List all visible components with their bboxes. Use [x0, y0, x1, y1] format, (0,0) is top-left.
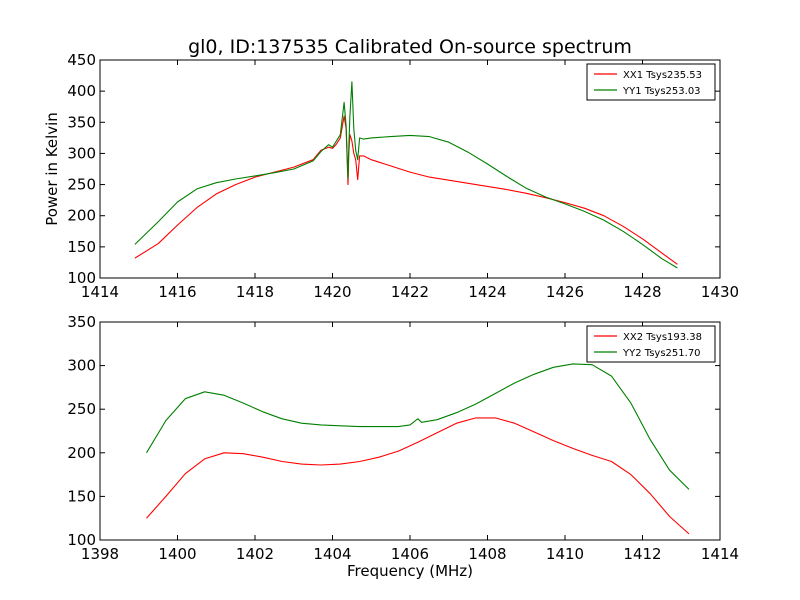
- x-tick-label: 1402: [236, 545, 274, 563]
- series-line-1: [146, 417, 690, 535]
- y-tick-label: 350: [67, 313, 96, 331]
- legend-entry: XX2 Tsys193.38: [623, 332, 702, 343]
- y-tick-label: 250: [67, 176, 96, 194]
- x-tick-label: 1408: [468, 545, 506, 563]
- x-tick-label: 1420: [313, 283, 351, 301]
- legend-box: [586, 63, 716, 101]
- series-line-2: [146, 363, 690, 490]
- y-tick-label: 250: [67, 400, 96, 418]
- legend-entry: YY1 Tsys253.03: [622, 86, 701, 97]
- y-tick-label: 150: [67, 487, 96, 505]
- figure-title: gl0, ID:137535 Calibrated On-source spec…: [188, 36, 632, 58]
- x-tick-label: 1418: [236, 283, 274, 301]
- y-tick-label: 100: [67, 531, 96, 549]
- x-tick-label: 1398: [81, 545, 119, 563]
- x-tick-label: 1414: [701, 545, 739, 563]
- y-tick-label: 200: [67, 444, 96, 462]
- x-tick-label: 1426: [546, 283, 584, 301]
- x-tick-label: 1430: [701, 283, 739, 301]
- legend-box: [586, 325, 716, 363]
- series-line-2: [134, 81, 678, 269]
- y-tick-label: 300: [67, 144, 96, 162]
- y-tick-label: 150: [67, 238, 96, 256]
- x-tick-label: 1416: [158, 283, 196, 301]
- x-tick-label: 1412: [623, 545, 661, 563]
- y-axis-label: Power in Kelvin: [43, 112, 61, 226]
- legend: XX1 Tsys235.53 YY1 Tsys253.03: [586, 63, 716, 101]
- y-tick-label: 100: [67, 269, 96, 287]
- x-tick-label: 1400: [158, 545, 196, 563]
- x-tick-label: 1422: [391, 283, 429, 301]
- x-axis-label: Frequency (MHz): [347, 562, 473, 580]
- x-tick-label: 1414: [81, 283, 119, 301]
- x-tick-label: 1410: [546, 545, 584, 563]
- legend: XX2 Tsys193.38 YY2 Tsys251.70: [586, 325, 716, 363]
- y-tick-label: 200: [67, 207, 96, 225]
- x-tick-label: 1428: [623, 283, 661, 301]
- y-tick-label: 400: [67, 82, 96, 100]
- y-tick-label: 300: [67, 357, 96, 375]
- y-tick-label: 450: [67, 51, 96, 69]
- x-tick-label: 1404: [313, 545, 351, 563]
- legend-entry: YY2 Tsys251.70: [622, 348, 701, 359]
- bottom-plot-panel: 1398 1400 1402 1404 1406 1408 1410 1412 1414 100 1…: [67, 313, 739, 563]
- x-tick-label: 1406: [391, 545, 429, 563]
- y-tick-label: 350: [67, 113, 96, 131]
- series-line-1: [134, 115, 678, 265]
- x-tick-label: 1424: [468, 283, 506, 301]
- legend-entry: XX1 Tsys235.53: [623, 70, 702, 81]
- top-plot-panel: 1414 1416 1418 1420 1422 1424 1426 1428 1430 100 1…: [67, 51, 739, 301]
